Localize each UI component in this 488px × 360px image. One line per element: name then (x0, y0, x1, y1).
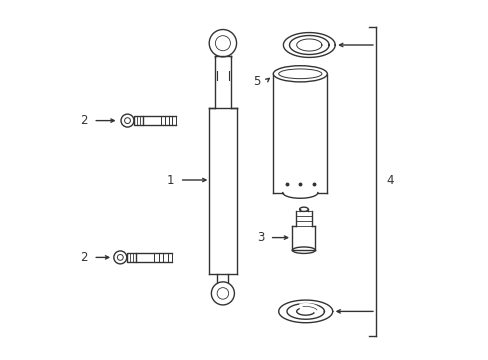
Text: 5: 5 (253, 75, 260, 87)
Text: 4: 4 (386, 174, 393, 186)
Ellipse shape (292, 247, 315, 253)
Text: 2: 2 (80, 114, 88, 127)
Bar (134, 116, 143, 125)
Text: 3: 3 (256, 231, 264, 244)
Ellipse shape (273, 66, 326, 82)
Ellipse shape (278, 69, 321, 79)
Text: 1: 1 (166, 174, 174, 186)
Text: 2: 2 (80, 251, 88, 264)
Bar (126, 253, 136, 262)
Ellipse shape (299, 207, 307, 211)
